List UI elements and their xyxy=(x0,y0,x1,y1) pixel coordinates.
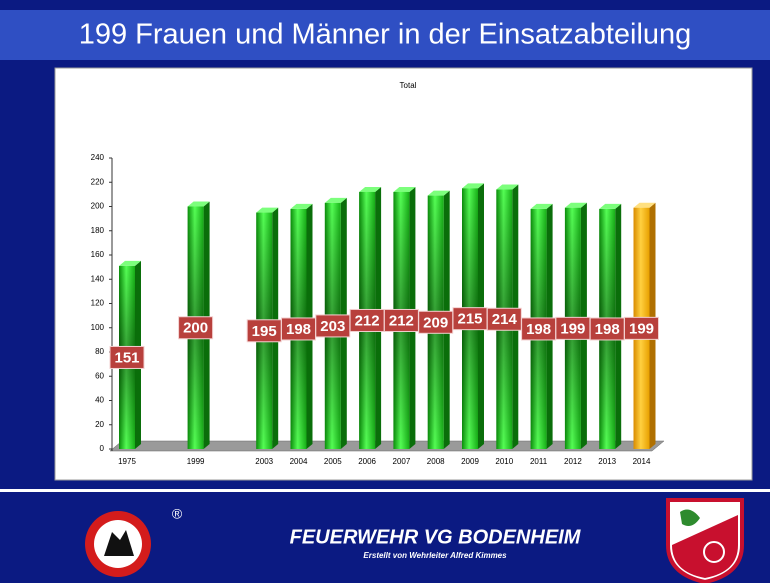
chart-title: Total xyxy=(400,81,417,90)
y-tick-label: 200 xyxy=(91,202,105,211)
y-tick-label: 180 xyxy=(91,226,105,235)
bar-top xyxy=(324,197,347,203)
y-tick-label: 40 xyxy=(95,396,104,405)
y-tick-label: 0 xyxy=(100,444,105,453)
coat-of-arms-wheel xyxy=(703,541,725,563)
slide-title: 199 Frauen und Männer in der Einsatzabte… xyxy=(79,19,692,51)
x-tick-label: 2014 xyxy=(633,457,651,466)
trademark: ® xyxy=(172,506,183,522)
bar-top xyxy=(290,203,313,209)
value-label-box xyxy=(109,345,145,369)
bar-top xyxy=(119,260,141,266)
floor xyxy=(109,440,665,452)
value-label: 198 xyxy=(526,321,551,338)
value-label: 198 xyxy=(286,321,311,338)
bar-top xyxy=(187,201,210,207)
value-label: 198 xyxy=(595,321,620,338)
y-tick-label: 140 xyxy=(91,274,105,283)
bar-top xyxy=(599,203,622,209)
bar-top xyxy=(496,184,519,190)
logo-left-figure xyxy=(104,530,134,556)
bar-top xyxy=(462,183,484,189)
bar-top xyxy=(530,203,553,209)
value-label: 212 xyxy=(389,312,414,329)
value-label: 212 xyxy=(355,312,380,329)
x-tick-label: 1999 xyxy=(187,457,205,466)
value-label: 199 xyxy=(560,320,585,337)
plot: 0 20 40 60 80 100 120 140 160 180 200 220 240 1975 151… xyxy=(91,153,659,466)
coat-of-arms-grapes xyxy=(680,509,700,526)
footer-subtitle: Erstellt von Wehrleiter Alfred Kimmes xyxy=(363,551,507,560)
bar-top xyxy=(427,190,450,196)
bar-top xyxy=(564,202,587,208)
x-tick-label: 2003 xyxy=(255,457,273,466)
bar-top xyxy=(633,202,656,208)
value-label: 209 xyxy=(423,314,448,331)
y-tick-label: 20 xyxy=(95,420,104,429)
footer-rule xyxy=(0,489,770,492)
x-tick-label: 2006 xyxy=(358,457,376,466)
value-label: 215 xyxy=(457,311,482,328)
header-band xyxy=(0,10,770,60)
value-label: 151 xyxy=(114,349,139,366)
value-label: 214 xyxy=(492,311,518,328)
value-label: 203 xyxy=(320,318,345,335)
y-tick-label: 120 xyxy=(91,299,105,308)
x-tick-label: 2013 xyxy=(598,457,616,466)
value-label-box xyxy=(624,316,659,340)
y-tick-label: 100 xyxy=(91,323,105,332)
footer-title: FEUERWEHR VG BODENHEIM xyxy=(290,526,582,548)
x-tick-label: 1975 xyxy=(118,457,136,466)
x-tick-label: 2009 xyxy=(461,457,479,466)
x-tick-label: 2008 xyxy=(427,457,445,466)
y-tick-label: 240 xyxy=(91,153,105,162)
y-tick-label: 160 xyxy=(91,250,105,259)
bar-top xyxy=(393,186,416,192)
y-tick-label: 60 xyxy=(95,371,104,380)
value-label-box xyxy=(178,316,214,340)
y-tick-label: 80 xyxy=(95,347,104,356)
x-tick-label: 2007 xyxy=(393,457,411,466)
bar-top xyxy=(359,186,382,192)
value-label: 200 xyxy=(183,320,208,337)
x-tick-label: 2005 xyxy=(324,457,342,466)
bar-top xyxy=(256,207,279,213)
value-label: 195 xyxy=(252,323,277,340)
y-tick-label: 220 xyxy=(91,177,105,186)
x-tick-label: 2012 xyxy=(564,457,582,466)
x-tick-label: 2004 xyxy=(290,457,308,466)
x-tick-label: 2011 xyxy=(530,457,548,466)
x-tick-label: 2010 xyxy=(495,457,513,466)
value-label: 199 xyxy=(629,320,654,337)
